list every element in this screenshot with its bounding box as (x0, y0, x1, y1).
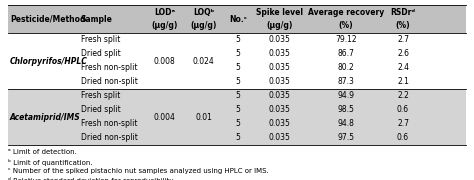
Text: Dried split: Dried split (81, 50, 121, 59)
Text: 2.1: 2.1 (397, 78, 409, 87)
Text: ᶜ Number of the spiked pistachio nut samples analyzed using HPLC or IMS.: ᶜ Number of the spiked pistachio nut sam… (8, 168, 269, 174)
Text: 0.035: 0.035 (268, 78, 290, 87)
Text: 87.3: 87.3 (337, 78, 354, 87)
Text: Chlorpyrifos/HPLC: Chlorpyrifos/HPLC (10, 57, 88, 66)
Bar (8, 89, 466, 145)
Text: 5: 5 (236, 134, 241, 143)
Text: 0.004: 0.004 (154, 112, 176, 122)
Text: (µg/g): (µg/g) (266, 21, 292, 30)
Text: 98.5: 98.5 (337, 105, 354, 114)
Text: 5: 5 (236, 35, 241, 44)
Text: 0.035: 0.035 (268, 50, 290, 59)
Text: 2.4: 2.4 (397, 64, 409, 73)
Text: LOQᵇ: LOQᵇ (193, 8, 214, 17)
Text: Sample: Sample (81, 15, 113, 24)
Text: (%): (%) (396, 21, 410, 30)
Text: RSDrᵈ: RSDrᵈ (391, 8, 416, 17)
Text: Dried split: Dried split (81, 105, 121, 114)
Text: 2.6: 2.6 (397, 50, 409, 59)
Bar (8, 33, 466, 89)
Text: 2.7: 2.7 (397, 120, 409, 129)
Text: 5: 5 (236, 91, 241, 100)
Text: 5: 5 (236, 105, 241, 114)
Text: LODᵃ: LODᵃ (155, 8, 175, 17)
Text: 0.01: 0.01 (195, 112, 212, 122)
Text: 0.6: 0.6 (397, 105, 409, 114)
Text: Average recovery: Average recovery (308, 8, 384, 17)
Text: Spike level: Spike level (256, 8, 303, 17)
Text: 5: 5 (236, 78, 241, 87)
Text: (µg/g): (µg/g) (152, 21, 178, 30)
Text: 5: 5 (236, 120, 241, 129)
Text: No.ᶜ: No.ᶜ (229, 15, 247, 24)
Text: ᵃ Limit of detection.: ᵃ Limit of detection. (8, 149, 77, 155)
Text: Pesticide/Method: Pesticide/Method (10, 15, 85, 24)
Text: Fresh split: Fresh split (81, 91, 120, 100)
Text: 0.008: 0.008 (154, 57, 176, 66)
Text: 5: 5 (236, 50, 241, 59)
Text: 5: 5 (236, 64, 241, 73)
Text: ᵇ Limit of quantification.: ᵇ Limit of quantification. (8, 159, 92, 165)
Text: 0.035: 0.035 (268, 35, 290, 44)
Text: Fresh split: Fresh split (81, 35, 120, 44)
Text: 94.8: 94.8 (337, 120, 354, 129)
Text: Fresh non-split: Fresh non-split (81, 64, 137, 73)
Text: Dried non-split: Dried non-split (81, 78, 138, 87)
Text: 0.035: 0.035 (268, 134, 290, 143)
Text: 94.9: 94.9 (337, 91, 354, 100)
Text: 0.024: 0.024 (193, 57, 215, 66)
Text: 2.2: 2.2 (397, 91, 409, 100)
Text: (%): (%) (338, 21, 353, 30)
Text: (µg/g): (µg/g) (191, 21, 217, 30)
Text: 97.5: 97.5 (337, 134, 354, 143)
Text: Fresh non-split: Fresh non-split (81, 120, 137, 129)
Text: 0.035: 0.035 (268, 64, 290, 73)
Text: 80.2: 80.2 (337, 64, 354, 73)
Text: Acetamiprid/IMS: Acetamiprid/IMS (10, 112, 81, 122)
Text: ᵈ Relative standard deviation for reproducibility.: ᵈ Relative standard deviation for reprod… (8, 177, 175, 180)
Text: 0.035: 0.035 (268, 105, 290, 114)
Text: 0.035: 0.035 (268, 91, 290, 100)
Text: 79.12: 79.12 (335, 35, 356, 44)
Text: 86.7: 86.7 (337, 50, 354, 59)
Text: 0.035: 0.035 (268, 120, 290, 129)
Text: 0.6: 0.6 (397, 134, 409, 143)
Text: Dried non-split: Dried non-split (81, 134, 138, 143)
Bar (8, 5, 466, 33)
Text: 2.7: 2.7 (397, 35, 409, 44)
